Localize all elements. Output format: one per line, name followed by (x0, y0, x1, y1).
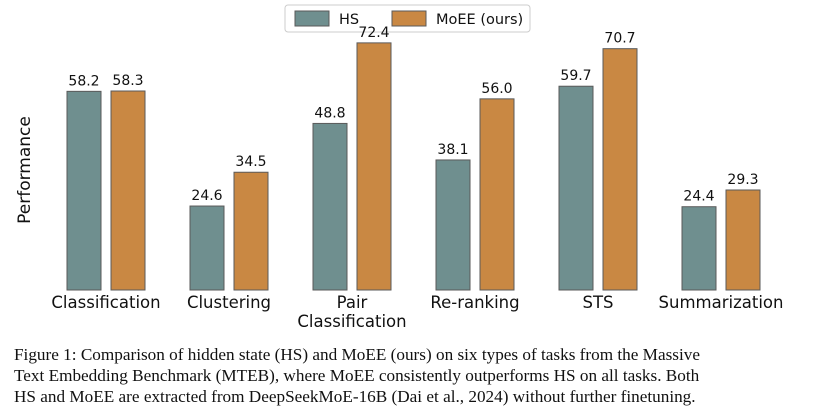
bar-moee-2 (356, 42, 392, 291)
x-tick-labels-group: Classification Clustering PairClassificati… (51, 293, 783, 331)
bar-moee-3 (479, 98, 515, 291)
bar-moee-1 (233, 171, 269, 291)
value-label-hs-1: 24.6 (191, 188, 222, 204)
bar-hs-2 (312, 122, 348, 291)
value-labels-group: 58.2 58.3 24.6 34.5 48.8 72.4 38.1 56.0 59.7 70.7… (68, 25, 758, 205)
x-tick-label-4: STS (582, 293, 613, 312)
value-label-hs-2: 48.8 (314, 105, 345, 121)
bar-moee-0 (110, 90, 146, 291)
bar-hs-5 (681, 206, 717, 291)
x-tick-label-3: Re-ranking (430, 293, 519, 312)
legend-label-moee: MoEE (ours) (436, 12, 523, 28)
value-label-moee-5: 29.3 (727, 172, 758, 188)
value-label-moee-4: 70.7 (604, 31, 635, 47)
bar-moee-5 (725, 189, 761, 291)
x-tick-label-2-0: Pair (337, 293, 368, 312)
value-label-moee-0: 58.3 (112, 73, 143, 89)
caption-line-3: HS and MoEE are extracted from DeepSeekM… (14, 387, 696, 406)
bar-hs-4 (558, 85, 594, 291)
bar-hs-3 (435, 159, 471, 291)
value-label-hs-0: 58.2 (68, 73, 99, 89)
legend-swatch-moee (391, 10, 427, 27)
legend: HS MoEE (ours) (284, 4, 531, 33)
value-label-hs-3: 38.1 (437, 142, 468, 158)
bar-chart: HS MoEE (ours) Performance 58.2 58.3 24.6 34… (15, 4, 783, 331)
value-label-moee-1: 34.5 (235, 154, 266, 170)
legend-swatch-hs (294, 10, 330, 27)
value-label-hs-4: 59.7 (560, 68, 591, 84)
value-label-moee-2: 72.4 (358, 25, 389, 41)
caption-line-2: Text Embedding Benchmark (MTEB), where M… (14, 366, 700, 385)
value-label-moee-3: 56.0 (481, 81, 512, 97)
x-tick-label-5: Summarization (659, 293, 784, 312)
x-tick-label-1: Clustering (187, 293, 271, 312)
x-tick-label-2-1: Classification (297, 312, 406, 331)
y-axis-label: Performance (15, 116, 35, 224)
x-tick-label-0: Classification (51, 293, 160, 312)
bar-moee-4 (602, 48, 638, 291)
value-label-hs-5: 24.4 (683, 189, 714, 205)
caption-line-1: Figure 1: Comparison of hidden state (HS… (14, 345, 700, 364)
figure-caption: Figure 1: Comparison of hidden state (HS… (14, 344, 804, 407)
bar-hs-0 (66, 90, 102, 291)
bars-group (66, 42, 761, 291)
legend-label-hs: HS (339, 12, 359, 28)
bar-hs-1 (189, 205, 225, 291)
